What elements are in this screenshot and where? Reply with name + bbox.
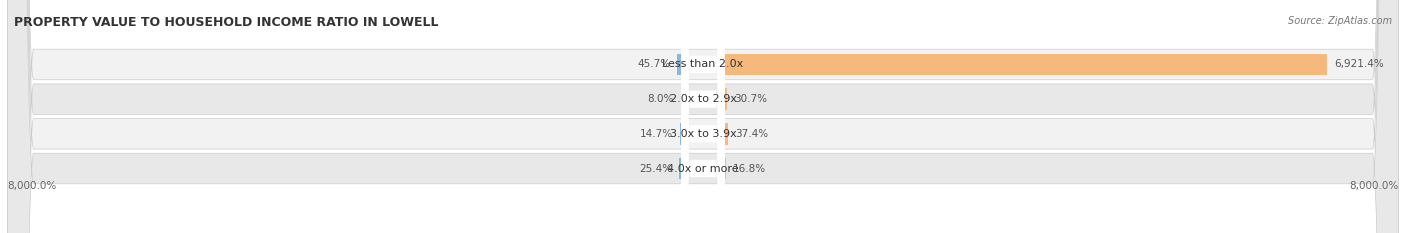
- FancyBboxPatch shape: [682, 0, 724, 233]
- Text: 25.4%: 25.4%: [638, 164, 672, 174]
- FancyBboxPatch shape: [682, 0, 724, 233]
- Text: 8.0%: 8.0%: [647, 94, 673, 104]
- Text: Less than 2.0x: Less than 2.0x: [662, 59, 744, 69]
- Text: 8,000.0%: 8,000.0%: [7, 181, 56, 191]
- Bar: [724, 123, 728, 145]
- Text: 30.7%: 30.7%: [734, 94, 768, 104]
- FancyBboxPatch shape: [7, 0, 1399, 233]
- Text: 3.0x to 3.9x: 3.0x to 3.9x: [669, 129, 737, 139]
- FancyBboxPatch shape: [7, 0, 1399, 233]
- Text: 2.0x to 2.9x: 2.0x to 2.9x: [669, 94, 737, 104]
- Text: 4.0x or more: 4.0x or more: [668, 164, 738, 174]
- Text: 45.7%: 45.7%: [637, 59, 671, 69]
- FancyBboxPatch shape: [682, 0, 724, 233]
- Text: PROPERTY VALUE TO HOUSEHOLD INCOME RATIO IN LOWELL: PROPERTY VALUE TO HOUSEHOLD INCOME RATIO…: [14, 16, 439, 29]
- Text: 8,000.0%: 8,000.0%: [1350, 181, 1399, 191]
- Text: 14.7%: 14.7%: [640, 129, 673, 139]
- Bar: [679, 158, 682, 179]
- Bar: [724, 54, 1327, 75]
- Bar: [724, 158, 727, 179]
- FancyBboxPatch shape: [7, 0, 1399, 233]
- Text: 37.4%: 37.4%: [735, 129, 768, 139]
- FancyBboxPatch shape: [682, 0, 724, 233]
- FancyBboxPatch shape: [7, 0, 1399, 233]
- Text: 6,921.4%: 6,921.4%: [1334, 59, 1384, 69]
- Text: Source: ZipAtlas.com: Source: ZipAtlas.com: [1288, 16, 1392, 26]
- Bar: [678, 54, 682, 75]
- Bar: [724, 88, 727, 110]
- Text: 16.8%: 16.8%: [733, 164, 766, 174]
